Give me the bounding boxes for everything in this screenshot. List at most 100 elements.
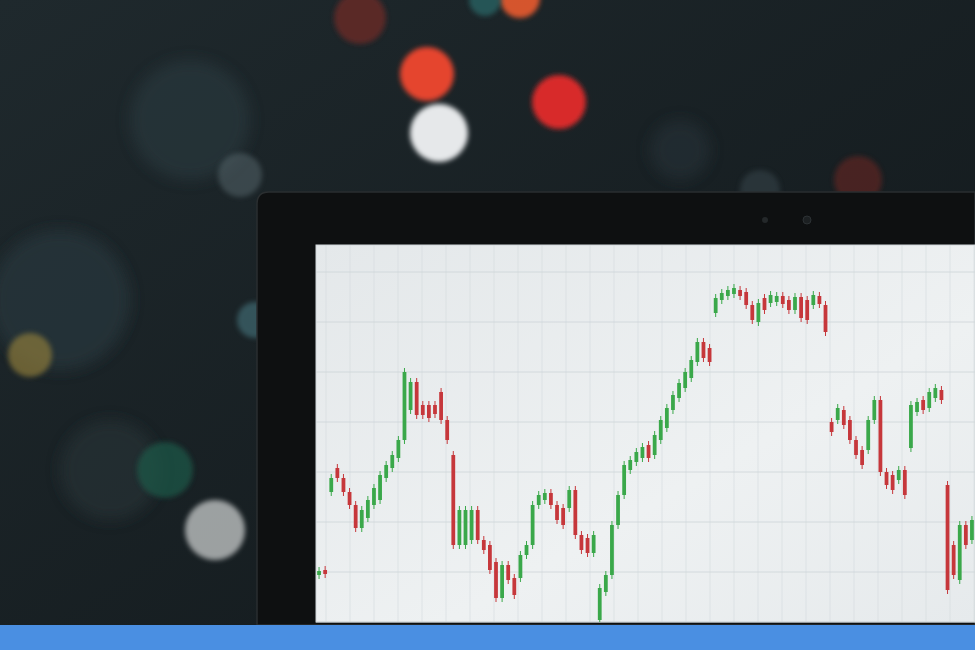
candle-body (372, 488, 376, 505)
candle-body (573, 490, 577, 535)
candle-body (396, 440, 400, 458)
candle-body (940, 390, 944, 400)
candle-body (769, 295, 773, 303)
candle-body (641, 447, 645, 458)
candle-body (952, 545, 956, 575)
grid-line-vertical (854, 245, 855, 622)
background (0, 0, 975, 650)
bokeh-light (532, 75, 586, 129)
grid-line (316, 322, 975, 323)
candle-body (866, 420, 870, 450)
candle-body (781, 296, 785, 304)
candle-body (354, 505, 358, 528)
candle-body (946, 485, 950, 590)
candle-body (732, 288, 736, 294)
bokeh-light (185, 500, 245, 560)
footer-bar (0, 625, 975, 650)
candle-body (872, 400, 876, 420)
candle-body (384, 465, 388, 478)
grid-line (316, 572, 975, 573)
candle-body (915, 402, 919, 412)
webcam-sensor (803, 216, 811, 224)
candle-body (604, 575, 608, 592)
candle-body (763, 298, 767, 310)
candle-body (787, 300, 791, 310)
grid-line (316, 422, 975, 423)
candle-body (378, 475, 382, 500)
candle-body (927, 392, 931, 408)
candle-body (756, 303, 760, 322)
bokeh-light (500, 0, 540, 18)
grid-line-vertical (710, 245, 711, 622)
candle-body (323, 570, 327, 574)
candle-body (677, 383, 681, 398)
candle-body (409, 382, 413, 410)
candle-body (360, 510, 364, 528)
bokeh-light (218, 153, 262, 197)
bokeh-light (8, 333, 52, 377)
candle-body (921, 400, 925, 410)
candle-body (445, 420, 449, 440)
grid-line-vertical (758, 245, 759, 622)
candle-body (726, 290, 730, 296)
candle-body (586, 538, 590, 553)
candle-body (958, 525, 962, 580)
candle-body (702, 342, 706, 358)
grid-line-vertical (974, 245, 975, 622)
candle-body (555, 505, 559, 520)
candle-body (451, 455, 455, 545)
candle-body (811, 295, 815, 305)
candle-body (885, 472, 889, 485)
candle-body (537, 495, 541, 505)
grid-line (316, 472, 975, 473)
candle-body (519, 555, 523, 578)
candle-body (793, 297, 797, 310)
candle-body (500, 565, 504, 598)
candle-body (476, 510, 480, 540)
grid-line (316, 522, 975, 523)
candle-body (634, 452, 638, 462)
candle-body (458, 510, 462, 545)
candle-body (335, 468, 339, 478)
candle-body (598, 588, 602, 620)
candle-body (622, 465, 626, 495)
candle-body (610, 525, 614, 575)
grid-line-vertical (398, 245, 399, 622)
candle-body (842, 410, 846, 425)
candle-body (970, 520, 974, 540)
grid-line-vertical (950, 245, 951, 622)
screen (316, 245, 975, 622)
candle-body (909, 405, 913, 448)
candle-body (543, 493, 547, 500)
candle-body (830, 422, 834, 432)
grid-line-vertical (350, 245, 351, 622)
candles (317, 284, 974, 622)
vertical-grid (326, 245, 974, 622)
bokeh-light (137, 442, 193, 498)
candle-body (366, 500, 370, 518)
bokeh-light (400, 47, 454, 101)
candle-body (628, 460, 632, 470)
candle-body (317, 571, 321, 575)
candle-body (671, 395, 675, 410)
candle-body (427, 405, 431, 418)
candle-body (933, 388, 937, 398)
candle-body (836, 408, 840, 420)
candle-body (818, 296, 822, 304)
horizontal-grid (316, 272, 975, 622)
candle-body (708, 348, 712, 362)
grid-line-vertical (518, 245, 519, 622)
candle-body (720, 293, 724, 300)
candle-body (714, 298, 718, 313)
bokeh-light (650, 120, 710, 180)
candle-body (488, 545, 492, 570)
candle-body (342, 478, 346, 492)
webcam (762, 217, 768, 223)
grid-line-vertical (686, 245, 687, 622)
grid-line-vertical (566, 245, 567, 622)
photo (0, 0, 975, 650)
candle-body (897, 470, 901, 480)
candle-body (482, 540, 486, 550)
candle-body (799, 297, 803, 318)
grid-line-vertical (374, 245, 375, 622)
